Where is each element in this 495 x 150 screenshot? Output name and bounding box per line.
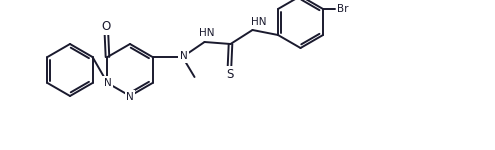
Text: N: N: [180, 51, 188, 61]
Text: Br: Br: [337, 4, 349, 14]
Text: HN: HN: [251, 17, 266, 27]
Text: N: N: [103, 78, 111, 88]
Text: S: S: [226, 68, 233, 81]
Text: HN: HN: [199, 28, 214, 38]
Text: N: N: [126, 92, 134, 102]
Text: O: O: [102, 21, 111, 33]
